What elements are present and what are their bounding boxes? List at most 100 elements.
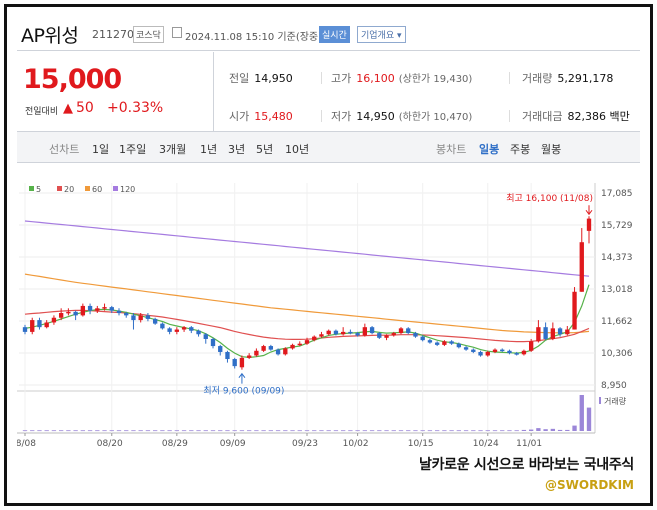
stock-code: 211270: [92, 28, 134, 41]
tab-daily[interactable]: 일봉: [479, 143, 500, 156]
candle-body: [167, 328, 172, 332]
volume-bar: [463, 430, 469, 432]
candle-body: [333, 330, 339, 335]
high-arrow-head: [585, 209, 593, 216]
candle-body: [384, 335, 389, 338]
low-annotation: 최저 9,600 (09/09): [203, 386, 284, 397]
y-tick-label: 13,018: [601, 285, 633, 295]
x-tick-label: 08/08: [17, 439, 36, 449]
volume-bar: [283, 430, 288, 432]
volume-bar: [95, 430, 100, 432]
candle-body: [181, 327, 187, 330]
volume-bar: [131, 430, 136, 432]
price-change: 50: [76, 100, 94, 116]
candle-body: [471, 349, 476, 352]
volume-bar: [500, 430, 505, 432]
candle-body: [58, 313, 64, 318]
candle-body: [131, 315, 136, 321]
volume-bar: [239, 430, 245, 432]
candle-body: [391, 333, 396, 336]
volume-bar: [80, 430, 86, 432]
y-tick-label: 8,950: [601, 381, 627, 391]
x-tick-label: 08/20: [97, 439, 123, 449]
volume-bar: [290, 430, 295, 432]
volume-bar: [586, 407, 592, 431]
volume-bar: [413, 430, 418, 432]
candle-body: [398, 328, 404, 334]
company-info-dropdown[interactable]: 기업개요 ▾: [357, 26, 406, 43]
calendar-icon: [172, 27, 182, 38]
volume-bar: [30, 430, 35, 432]
candle-body: [239, 357, 245, 368]
volume-bar: [109, 430, 114, 432]
tab-5y[interactable]: 5년: [256, 143, 274, 156]
candle-body: [507, 350, 512, 354]
volume-bar: [449, 430, 454, 432]
price-chart: 17,085 15,729 14,373 13,018 11,662 10,306 8,95…: [17, 163, 640, 453]
candle-body: [442, 341, 447, 345]
y-tick-label: 14,373: [601, 253, 633, 263]
candle-body: [145, 315, 151, 319]
volume-bar: [138, 430, 143, 432]
tab-3m[interactable]: 3개월: [159, 143, 187, 156]
volume-bar: [297, 430, 302, 432]
volume-bar: [268, 430, 274, 432]
volume-bar: [507, 430, 512, 432]
volume: 거래량 5,291,178: [522, 72, 614, 85]
candle-body: [268, 346, 274, 350]
tab-1d[interactable]: 1일: [92, 143, 110, 156]
candle-body: [478, 351, 483, 356]
volume-bar: [160, 430, 165, 432]
x-tick-label: 10/02: [343, 439, 369, 449]
chart-period-tabs: 선차트 1일 1주일 3개월 1년 3년 5년 10년 봉차트 일봉 주봉 월봉: [17, 132, 640, 163]
low-price: 저가 14,950 (하한가 10,470): [331, 110, 473, 123]
low-arrow-head: [238, 372, 246, 378]
stock-name[interactable]: AP위성: [21, 25, 79, 47]
volume-bar: [196, 430, 201, 432]
candle-body: [543, 327, 548, 339]
current-price: 15,000: [23, 64, 122, 95]
volume-bar: [492, 430, 498, 432]
candle-body: [449, 341, 454, 344]
tab-1y[interactable]: 1년: [200, 143, 218, 156]
open-price: 시가 15,480: [229, 110, 293, 123]
tab-3y[interactable]: 3년: [228, 143, 246, 156]
tab-weekly[interactable]: 주봉: [510, 143, 531, 156]
volume-bar: [210, 430, 216, 432]
candle-body: [434, 342, 440, 345]
price-change-percent: +0.33%: [107, 100, 164, 116]
stock-widget: AP위성 211270 코스닥 2024.11.08 15:10 기준(장중) …: [4, 4, 653, 506]
volume-bar: [406, 430, 411, 432]
volume-bar: [116, 430, 122, 432]
candlestick-chart: 17,085 15,729 14,373 13,018 11,662 10,306 8,95…: [17, 183, 633, 449]
candle-body: [586, 218, 592, 231]
candle-body: [73, 311, 78, 316]
volume-bar: [557, 429, 563, 431]
tab-1w[interactable]: 1주일: [119, 143, 147, 156]
volume-bar: [275, 430, 281, 432]
volume-bar: [66, 430, 71, 432]
tab-monthly[interactable]: 월봉: [541, 143, 562, 156]
volume-bar: [174, 430, 180, 432]
tab-10y[interactable]: 10년: [285, 143, 310, 156]
candle-body: [550, 328, 556, 339]
volume-bar: [319, 430, 324, 432]
legend-label: 5: [36, 185, 41, 194]
stock-header: AP위성 211270 코스닥 2024.11.08 15:10 기준(장중) …: [17, 15, 640, 51]
candle-body: [44, 322, 49, 328]
y-tick-label: 17,085: [601, 189, 633, 199]
candle-body: [406, 328, 411, 334]
candle-body: [80, 305, 86, 316]
candle-body: [536, 327, 541, 342]
volume-bar: [528, 429, 534, 431]
candle-body: [369, 327, 375, 334]
high-price: 고가 16,100 (상한가 19,430): [331, 72, 473, 85]
x-tick-label: 08/29: [162, 439, 188, 449]
candle-body: [492, 349, 498, 352]
candle-body: [232, 359, 237, 367]
candle-body: [51, 317, 57, 323]
realtime-button[interactable]: 실시간: [319, 26, 350, 43]
candle-body: [427, 340, 433, 343]
candle-body: [485, 351, 490, 356]
candle-body: [500, 349, 505, 352]
